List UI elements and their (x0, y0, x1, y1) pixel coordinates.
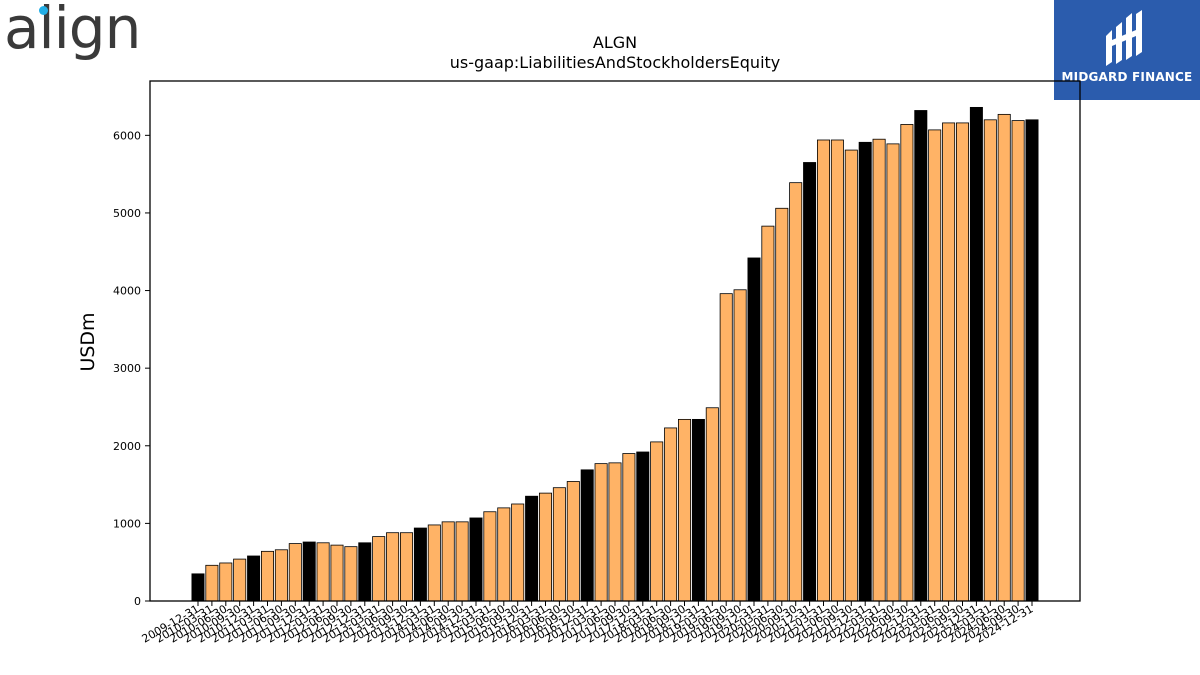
sponsor-name: MIDGARD FINANCE (1061, 70, 1193, 84)
bar-2014-06-30 (441, 521, 455, 602)
bar-2015-06-30 (497, 507, 511, 602)
bar-2009-12-31 (191, 573, 205, 602)
bar-2012-09-30 (344, 546, 358, 602)
bar-2017-12-31 (636, 451, 650, 602)
midgard-emblem-icon (1106, 10, 1142, 66)
y-tick-label-1000: 1000 (113, 517, 141, 530)
bar-2011-06-30 (274, 549, 288, 602)
bar-2015-09-30 (511, 503, 525, 602)
bar-2022-12-31 (914, 110, 928, 602)
bar-2024-06-30 (997, 113, 1011, 602)
bar-2014-09-30 (455, 521, 469, 602)
bar-2010-06-30 (219, 562, 233, 602)
bar-2011-03-31 (260, 550, 274, 602)
bar-2016-12-31 (580, 469, 594, 602)
y-tick-label-0: 0 (134, 595, 141, 608)
bar-2019-06-30 (719, 293, 733, 602)
bar-2018-12-31 (691, 418, 705, 602)
bar-2017-09-30 (622, 453, 636, 602)
y-tick-label-6000: 6000 (113, 129, 141, 142)
bar-2024-09-30 (1011, 120, 1025, 602)
bar-2023-03-31 (928, 129, 942, 602)
bar-2010-12-31 (247, 555, 261, 602)
bar-2017-06-30 (608, 462, 622, 602)
bar-2016-06-30 (552, 487, 566, 602)
bar-2011-09-30 (288, 543, 302, 602)
y-axis-label: USDm (77, 312, 99, 371)
bar-2021-06-30 (830, 139, 844, 602)
bar-2024-12-31 (1025, 119, 1039, 602)
bar-2022-03-31 (872, 138, 886, 602)
bar-2023-06-30 (942, 122, 956, 602)
chart-subtitle: us-gaap:LiabilitiesAndStockholdersEquity (450, 53, 781, 72)
bar-2021-09-30 (844, 149, 858, 602)
bar-2018-06-30 (664, 427, 678, 602)
bar-2023-09-30 (956, 122, 970, 602)
bar-2016-03-31 (539, 492, 553, 602)
sponsor-logo: MIDGARD FINANCE (1054, 0, 1200, 100)
bar-2018-09-30 (678, 418, 692, 602)
bar-2010-09-30 (233, 558, 247, 602)
bar-2016-09-30 (566, 481, 580, 602)
plot-frame (149, 80, 1081, 602)
bar-2012-03-31 (316, 542, 330, 602)
bar-2022-09-30 (900, 124, 914, 602)
bar-2012-12-31 (358, 542, 372, 602)
y-tick-label-4000: 4000 (113, 285, 141, 298)
bar-2011-12-31 (302, 541, 316, 602)
bar-2013-09-30 (399, 532, 413, 602)
chart-title: ALGN (593, 33, 637, 52)
bar-2017-03-31 (594, 463, 608, 602)
bar-2018-03-31 (650, 441, 664, 602)
bar-2023-12-31 (969, 106, 983, 602)
bar-2010-03-31 (205, 564, 219, 602)
bar-2021-12-31 (858, 141, 872, 602)
bar-2015-03-31 (483, 511, 497, 602)
company-logo: align (4, 0, 141, 62)
bar-2020-12-31 (803, 162, 817, 602)
bar-2020-09-30 (789, 182, 803, 602)
bar-2020-03-31 (761, 225, 775, 602)
y-tick-label-3000: 3000 (113, 362, 141, 375)
bar-2021-03-31 (817, 139, 831, 602)
bar-2019-09-30 (733, 289, 747, 602)
bar-2019-12-31 (747, 257, 761, 602)
bar-2012-06-30 (330, 544, 344, 602)
bar-2022-06-30 (886, 143, 900, 602)
bar-2013-12-31 (413, 527, 427, 602)
bar-2024-03-31 (983, 119, 997, 602)
y-tick-label-2000: 2000 (113, 440, 141, 453)
y-tick-label-5000: 5000 (113, 207, 141, 220)
bar-2014-03-31 (427, 524, 441, 602)
bar-2013-03-31 (372, 536, 386, 602)
bar-2020-06-30 (775, 207, 789, 602)
bar-2013-06-30 (386, 532, 400, 602)
bar-2014-12-31 (469, 517, 483, 602)
bar-2015-12-31 (525, 495, 539, 602)
logo-accent-dot (39, 6, 48, 15)
bar-2019-03-31 (705, 407, 719, 602)
